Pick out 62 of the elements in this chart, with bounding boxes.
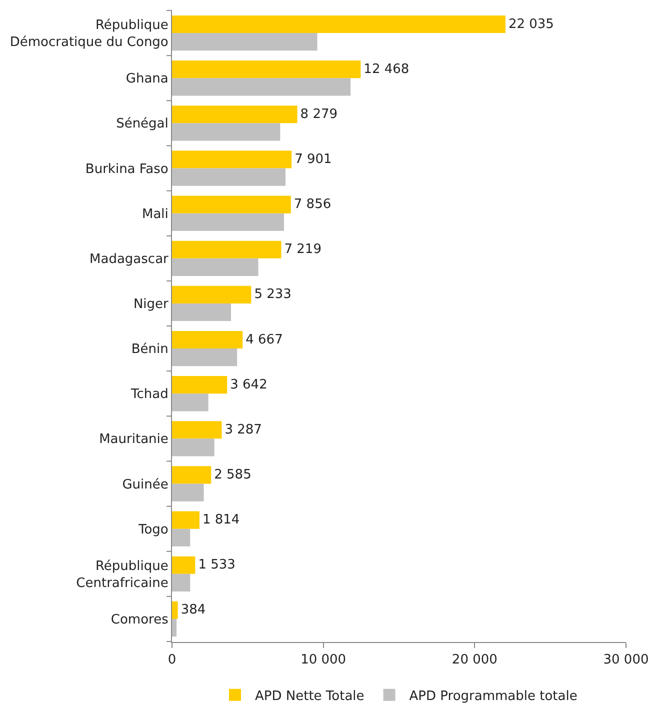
bar [172, 556, 196, 574]
bar [172, 421, 222, 439]
data-label: 2 585 [214, 467, 252, 482]
bar [172, 106, 298, 124]
bar [172, 213, 284, 231]
data-label: 3 287 [224, 422, 262, 438]
bar [172, 528, 190, 546]
y-tick-label: République Centrafricaine [76, 558, 168, 591]
bar [172, 601, 178, 619]
bar [172, 574, 190, 592]
data-label: 7 856 [294, 197, 332, 212]
bar [172, 618, 177, 637]
bar [172, 466, 212, 484]
bar [172, 240, 282, 258]
bar [172, 511, 200, 529]
x-tick-label: 20 000 [452, 652, 498, 668]
legend-label: APD Programmable totale [409, 688, 578, 704]
data-label: 8 279 [300, 106, 338, 122]
y-tick-label: Madagascar [90, 252, 170, 267]
data-label: 5 233 [254, 287, 292, 302]
bar [172, 376, 228, 394]
bar [172, 303, 232, 322]
bar [172, 123, 280, 141]
data-label: 7 219 [284, 242, 322, 258]
x-tick-label: 10 000 [300, 652, 346, 668]
data-label: 1 533 [198, 558, 236, 573]
legend-label: APD Nette Totale [255, 688, 364, 704]
y-tick-label: Comores [110, 612, 169, 628]
x-tick-label: 30 000 [603, 652, 649, 668]
y-tick-label: Mali [142, 206, 168, 222]
data-label: 12 468 [364, 62, 410, 77]
bar [172, 348, 238, 366]
bar [172, 286, 252, 304]
bar [172, 330, 243, 349]
bar [172, 394, 208, 412]
y-tick-label: Guinée [122, 477, 168, 492]
bar [172, 33, 318, 51]
bar [172, 484, 204, 502]
y-tick-label: Ghana [126, 72, 168, 87]
y-tick-label: République Démocratique du Congo [10, 18, 168, 50]
data-label: 22 035 [508, 16, 554, 32]
data-label: 4 667 [246, 332, 283, 348]
bar [172, 196, 291, 214]
y-tick-label: Mauritanie [99, 432, 168, 448]
y-tick-label: Niger [133, 297, 170, 312]
bar [172, 258, 258, 276]
y-tick-label: Tchad [130, 387, 168, 402]
data-label: 3 642 [230, 377, 268, 392]
bar [172, 15, 506, 34]
y-tick-label: Burkina Faso [85, 162, 168, 177]
bar [172, 168, 286, 186]
bar [172, 438, 214, 456]
bar [172, 60, 361, 78]
y-tick-label: Sénégal [116, 116, 168, 132]
data-label: 384 [180, 602, 206, 618]
data-label: 1 814 [202, 512, 240, 528]
bar [172, 150, 292, 168]
y-tick-label: Togo [137, 522, 168, 538]
data-label: 7 901 [294, 152, 332, 167]
bar [172, 78, 351, 96]
y-tick-label: Bénin [131, 342, 168, 358]
x-tick-label: 0 [168, 652, 176, 668]
